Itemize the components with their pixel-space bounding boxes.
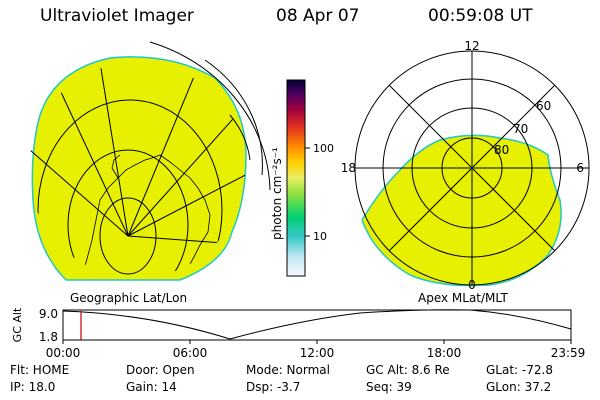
mlat-label-70: 70: [513, 122, 528, 136]
colorbar: [286, 79, 310, 277]
colorbar-gradient: [286, 79, 306, 277]
mlat-label-60: 60: [536, 99, 551, 113]
polar-plot: [354, 50, 590, 287]
x-tick-label-0600: 06:00: [173, 346, 208, 360]
mlt-label-6: 6: [576, 161, 584, 175]
instrument-title: Ultraviolet Imager: [40, 6, 194, 26]
info-dsp: Dsp: -3.7: [246, 380, 301, 394]
geo-panel-label: Geographic Lat/Lon: [70, 291, 187, 305]
x-tick-label-1800: 18:00: [427, 346, 462, 360]
y-tick-label-9: 9.0: [39, 307, 58, 321]
info-door: Door: Open: [126, 363, 195, 377]
info-gc-alt: GC Alt: 8.6 Re: [366, 363, 450, 377]
latitude-arcs-outside: [149, 41, 271, 191]
polar-panel-label: Apex MLat/MLT: [418, 291, 508, 305]
polar-grid: [354, 50, 590, 286]
x-tick-label-2359: 23:59: [551, 346, 586, 360]
mlat-label-80: 80: [494, 143, 509, 157]
info-ip: IP: 18.0: [10, 380, 56, 394]
x-tick-label-1200: 12:00: [300, 346, 335, 360]
colorbar-unit-label: photon cm⁻²s⁻¹: [270, 147, 284, 240]
info-glon: GLon: 37.2: [486, 380, 552, 394]
info-seq: Seq: 39: [366, 380, 412, 394]
altitude-curve: [62, 309, 572, 340]
colorbar-tick-label-10: 10: [313, 230, 327, 243]
date-label: 08 Apr 07: [276, 6, 360, 26]
geographic-image: [29, 41, 271, 281]
altitude-plot: [62, 309, 572, 344]
time-label: 00:59:08 UT: [428, 6, 533, 26]
colorbar-tick-label-100: 100: [313, 142, 334, 155]
mlt-label-12: 12: [464, 39, 479, 53]
info-filter: Flt: HOME: [10, 363, 70, 377]
info-mode: Mode: Normal: [246, 363, 330, 377]
altitude-axis-title: GC Alt: [11, 307, 24, 342]
uv-image-geographic: [31, 56, 247, 281]
altitude-plot-frame: [62, 309, 572, 341]
y-tick-label-1-8: 1.8: [39, 330, 58, 344]
mlt-label-0: 0: [468, 278, 476, 292]
info-gain: Gain: 14: [126, 380, 177, 394]
x-tick-label-0000: 00:00: [46, 346, 81, 360]
info-glat: GLat: -72.8: [486, 363, 553, 377]
mlt-label-18: 18: [341, 161, 356, 175]
lat-lon-grid: [29, 62, 245, 278]
